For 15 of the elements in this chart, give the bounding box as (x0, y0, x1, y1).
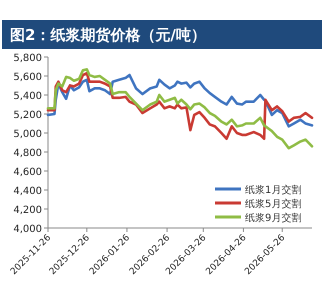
line-series (46, 68, 314, 150)
y-tick-label: 5,400 (13, 91, 42, 102)
y-tick-label: 5,000 (13, 129, 42, 140)
y-tick-label: 4,600 (13, 167, 42, 178)
y-tick-label: 4,800 (13, 148, 42, 159)
legend-label: 纸浆5月交割 (245, 198, 302, 210)
y-tick-label: 5,200 (13, 110, 42, 121)
y-tick-label: 4,200 (13, 205, 42, 216)
y-tick-label: 5,800 (13, 53, 42, 64)
legend-label: 纸浆1月交割 (245, 184, 302, 196)
chart-title: 图2：纸浆期货价格（元/吨） (10, 26, 206, 44)
y-tick-label: 4,000 (13, 224, 42, 235)
y-tick-label: 5,600 (13, 72, 42, 83)
y-tick-label: 4,400 (13, 186, 42, 197)
legend-label: 纸浆9月交割 (245, 212, 302, 224)
